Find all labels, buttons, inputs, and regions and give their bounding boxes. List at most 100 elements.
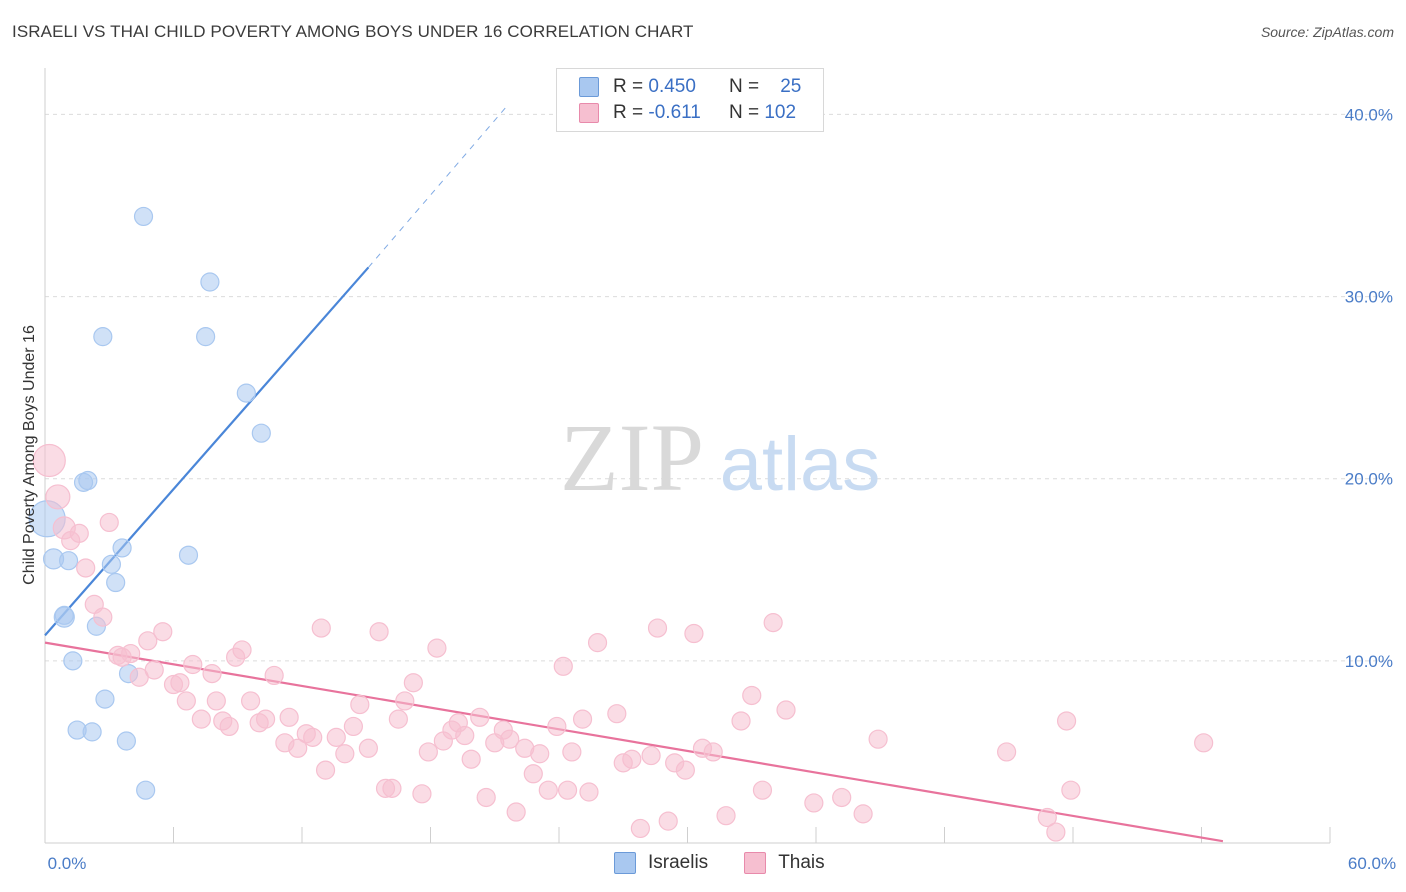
legend-r-label: R =: [613, 102, 644, 123]
legend-n-value: 25: [780, 76, 802, 97]
data-point: [32, 443, 66, 478]
legend-item-thais[interactable]: Thais: [744, 852, 825, 874]
data-point: [804, 793, 824, 813]
data-point: [641, 745, 661, 766]
data-point: [219, 716, 239, 737]
legend-row-israelis: R = 0.450 N = 25: [579, 75, 801, 99]
data-point: [455, 725, 475, 746]
data-point: [647, 618, 668, 638]
data-point: [403, 673, 423, 693]
data-point: [553, 656, 573, 676]
watermark-atlas: atlas: [720, 422, 881, 507]
data-point: [587, 633, 608, 653]
data-point: [121, 643, 141, 664]
data-point: [101, 554, 121, 574]
x-tick-label: 60.0%: [1348, 854, 1396, 873]
trend-line: [44, 266, 370, 637]
series-legend: Israelis Thais: [614, 852, 861, 874]
data-point: [178, 545, 199, 565]
data-point: [1037, 807, 1057, 828]
data-point: [343, 716, 363, 737]
y-axis-label: Child Poverty Among Boys Under 16: [21, 325, 38, 585]
x-tick-label: 0.0%: [48, 854, 87, 873]
data-point: [144, 660, 164, 680]
data-point: [470, 707, 490, 727]
trend-lines: [44, 104, 1224, 843]
data-point: [251, 423, 271, 443]
data-point: [206, 691, 226, 711]
data-point: [315, 760, 336, 780]
data-point: [279, 707, 299, 727]
data-point: [288, 738, 308, 758]
data-point: [335, 744, 355, 764]
data-point: [183, 654, 203, 675]
legend-swatch-israelis: [614, 852, 636, 874]
data-point: [236, 383, 256, 403]
data-point: [93, 607, 113, 627]
data-point: [63, 651, 83, 671]
legend-r-value: -0.611: [648, 102, 701, 123]
data-point: [200, 272, 220, 292]
watermark-zip: ZIP: [560, 404, 704, 511]
legend-n-label: N =: [728, 76, 760, 97]
data-point: [776, 700, 796, 720]
data-point: [853, 804, 873, 824]
data-point: [675, 760, 695, 780]
data-point: [45, 484, 71, 510]
y-tick-label: 30.0%: [1345, 288, 1393, 307]
data-point: [1046, 822, 1066, 842]
data-point: [191, 709, 211, 729]
legend-r-label: R =: [613, 76, 644, 97]
data-point: [54, 605, 74, 625]
data-point: [1194, 733, 1214, 753]
data-point: [350, 694, 370, 715]
correlation-legend: R = 0.450 N = 25 R = -0.611 N = 102: [556, 68, 824, 132]
data-point: [427, 638, 447, 658]
legend-n-label: N =: [728, 102, 760, 123]
chart-title: ISRAELI VS THAI CHILD POVERTY AMONG BOYS…: [12, 22, 694, 41]
legend-swatch-thais: [744, 852, 767, 874]
data-point: [232, 640, 252, 660]
data-point: [153, 622, 173, 642]
data-point: [418, 742, 438, 762]
data-point: [572, 709, 593, 729]
data-point: [500, 729, 520, 749]
data-point: [69, 523, 89, 543]
data-point: [99, 512, 119, 533]
legend-label-israelis: Israelis: [648, 852, 709, 873]
legend-n-value: 102: [764, 102, 797, 123]
data-point: [506, 802, 526, 822]
data-point: [133, 206, 154, 227]
data-point: [136, 780, 156, 800]
data-point: [752, 780, 773, 800]
data-point: [412, 784, 432, 804]
data-point: [1061, 780, 1081, 800]
trend-line: [44, 641, 1224, 843]
data-point: [579, 782, 599, 802]
data-point: [382, 778, 402, 798]
data-point: [78, 470, 98, 491]
y-tick-label: 20.0%: [1345, 470, 1393, 489]
legend-row-thais: R = -0.611 N = 102: [579, 101, 796, 125]
data-point: [311, 618, 331, 638]
data-point: [538, 780, 558, 800]
legend-item-israelis[interactable]: Israelis: [614, 852, 708, 874]
data-point: [476, 787, 496, 808]
data-points: [28, 206, 1214, 842]
data-point: [763, 613, 783, 633]
data-point: [388, 709, 408, 729]
data-point: [303, 727, 323, 747]
data-point: [112, 538, 132, 558]
data-point: [562, 742, 582, 762]
data-point: [76, 558, 96, 578]
data-point: [997, 742, 1017, 762]
data-point: [116, 731, 136, 751]
y-tick-label: 40.0%: [1345, 105, 1393, 124]
data-point: [607, 704, 627, 724]
legend-r-value: 0.450: [648, 76, 696, 97]
data-point: [547, 716, 567, 737]
data-point: [868, 729, 888, 749]
data-point: [523, 764, 543, 784]
data-point: [461, 749, 481, 769]
chart-source: Source: ZipAtlas.com: [1260, 24, 1394, 40]
